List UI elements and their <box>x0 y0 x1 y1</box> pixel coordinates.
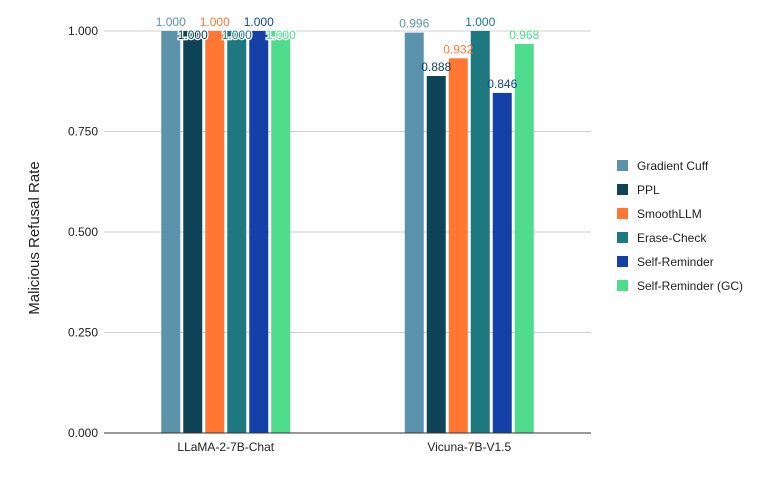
y-tick-label: 0.500 <box>68 225 98 239</box>
data-label: 1.000 <box>244 15 274 29</box>
data-labels: 1.0001.0001.0001.0001.0001.000LLaMA-2-7B… <box>156 15 540 454</box>
data-label: 1.000 <box>266 28 296 42</box>
data-label: 0.996 <box>399 17 429 31</box>
bars <box>161 31 534 434</box>
legend-label: Erase-Check <box>637 231 707 245</box>
bar <box>249 31 269 433</box>
legend-label: Gradient Cuff <box>637 159 709 173</box>
data-label: 1.000 <box>465 15 495 29</box>
y-tick-label: 1.000 <box>68 24 98 38</box>
bar <box>404 32 424 433</box>
data-label: 1.000 <box>200 15 230 29</box>
legend-label: Self-Reminder (GC) <box>637 279 743 293</box>
legend-swatch <box>617 256 628 267</box>
bar <box>227 31 247 433</box>
data-label: 0.888 <box>421 60 451 74</box>
bar <box>161 31 181 433</box>
bar <box>271 31 291 433</box>
bar <box>183 31 203 433</box>
y-tick-label: 0.250 <box>68 326 98 340</box>
legend: Gradient Cuff PPL SmoothLLM Erase-Check Self… <box>617 159 743 293</box>
y-tick-label: 0.750 <box>68 125 98 139</box>
y-tick-label: 0.000 <box>68 426 98 440</box>
legend-swatch <box>617 160 628 171</box>
data-label: 0.932 <box>443 42 473 56</box>
bar <box>492 92 512 434</box>
legend-swatch <box>617 208 628 219</box>
bar <box>514 43 534 433</box>
y-axis-label: Malicious Refusal Rate <box>26 161 43 314</box>
bar <box>448 58 468 433</box>
data-label: 1.000 <box>156 15 186 29</box>
x-tick-label: Vicuna-7B-V1.5 <box>427 440 511 454</box>
bar <box>470 31 490 433</box>
legend-swatch <box>617 232 628 243</box>
data-label: 0.968 <box>509 28 539 42</box>
legend-label: Self-Reminder <box>637 255 714 269</box>
data-label: 1.000 <box>178 28 208 42</box>
data-label: 0.846 <box>487 77 517 91</box>
legend-label: PPL <box>637 183 660 197</box>
bar <box>205 31 225 433</box>
x-tick-label: LLaMA-2-7B-Chat <box>177 440 274 454</box>
legend-label: SmoothLLM <box>637 207 702 221</box>
legend-swatch <box>617 184 628 195</box>
legend-swatch <box>617 280 628 291</box>
bar <box>426 76 446 434</box>
data-label: 1.000 <box>222 28 252 42</box>
